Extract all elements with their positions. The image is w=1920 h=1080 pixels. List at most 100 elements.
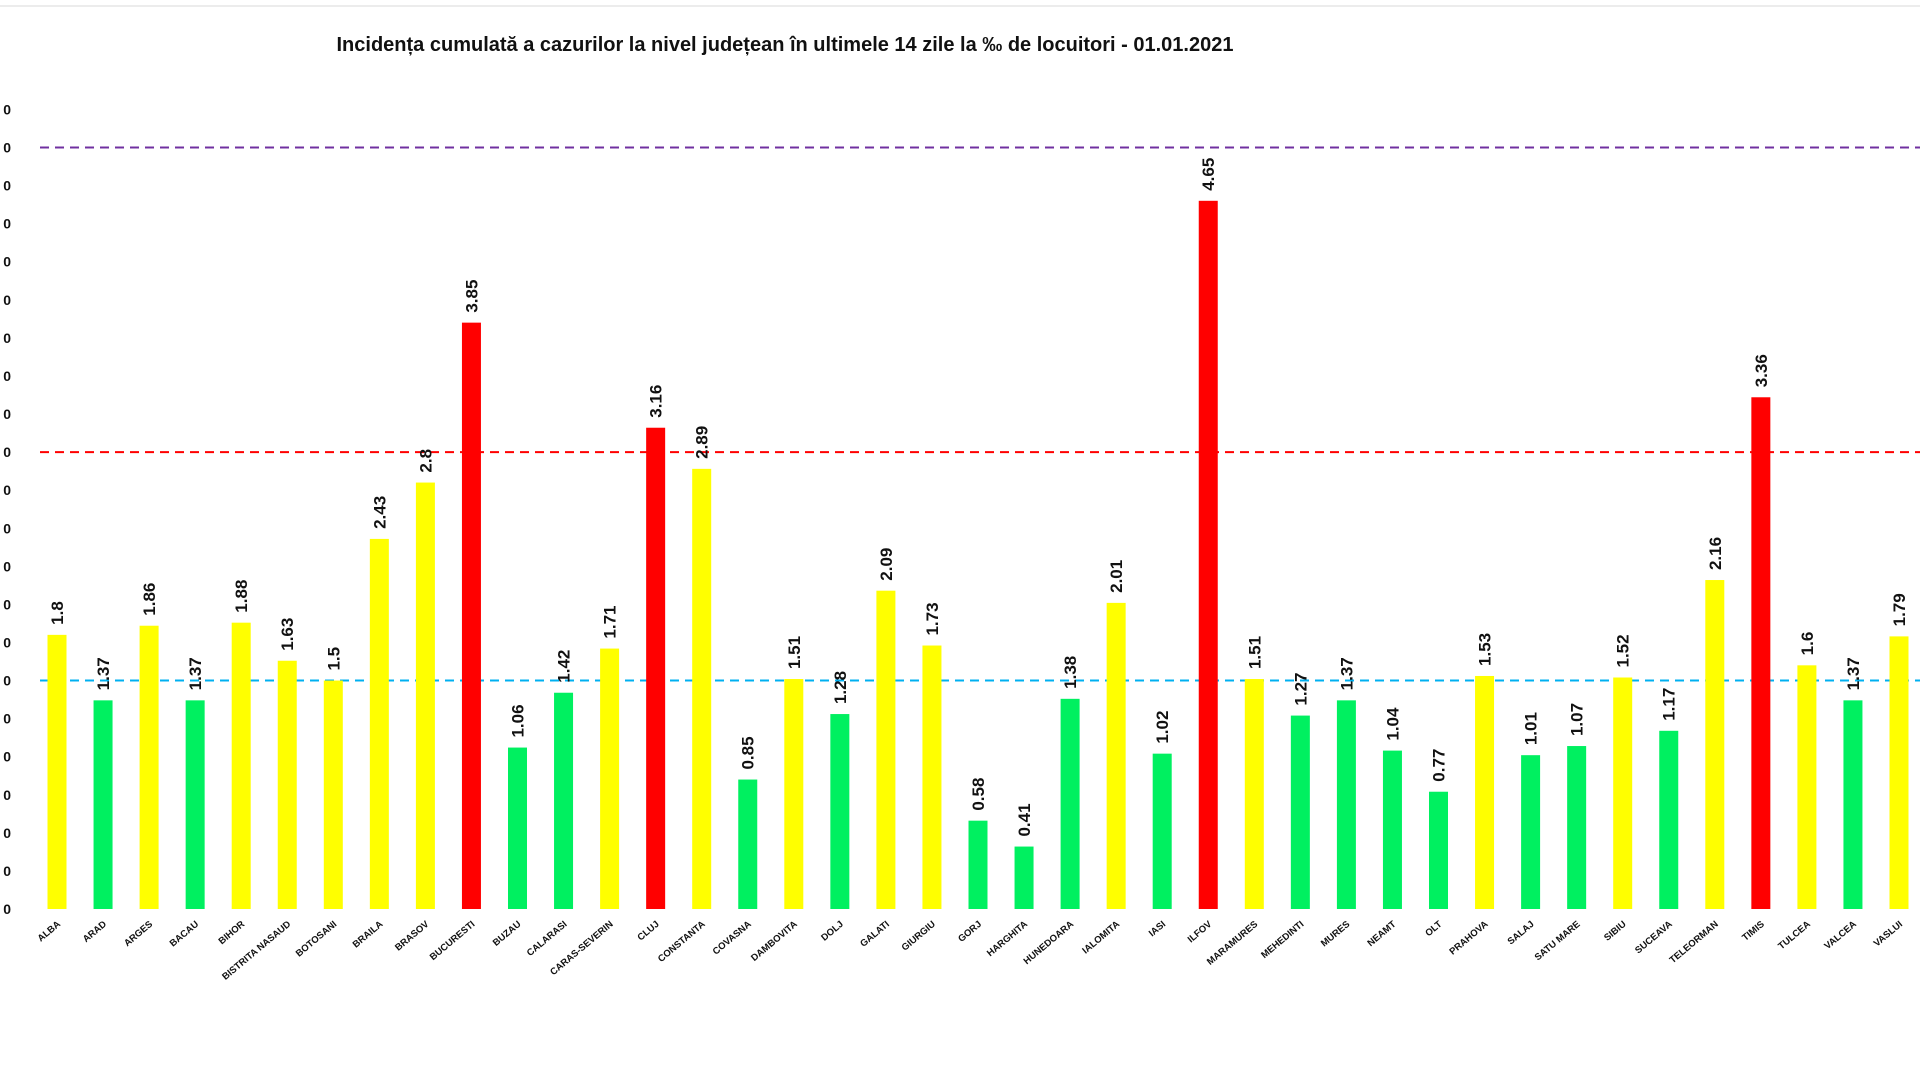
bar-value-label: 1.02 <box>1153 711 1172 744</box>
bar-value-label: 1.88 <box>232 580 251 613</box>
bar-value-label: 1.37 <box>1337 657 1356 690</box>
bar-covasna <box>738 779 758 909</box>
y-tick-label: 0 <box>3 711 11 727</box>
bar-value-label: 1.51 <box>785 636 804 669</box>
category-label: MURES <box>1319 919 1352 949</box>
bar-mehedinti <box>1290 715 1310 909</box>
bar-gorj <box>968 820 988 909</box>
value-labels: 1.8 1.37 1.86 1.37 1.88 1.63 1.5 2.43 2.8 3.85 1.0… <box>48 158 1909 837</box>
category-label: GORJ <box>956 919 984 945</box>
bar-bucuresti <box>461 322 481 909</box>
bar-teleorman <box>1705 580 1725 909</box>
category-label: BUCURESTI <box>428 919 478 963</box>
bars <box>47 200 1909 909</box>
y-tick-label: 0 <box>3 330 11 346</box>
bar-harghita <box>1014 846 1034 909</box>
bar-bihor <box>231 622 251 909</box>
bar-value-label: 0.85 <box>739 736 758 769</box>
category-label: GIURGIU <box>900 919 938 954</box>
bar-arad <box>93 700 113 909</box>
bar-value-label: 1.28 <box>831 671 850 704</box>
bar-value-label: 1.8 <box>48 601 67 625</box>
chart-title: Incidența cumulată a cazurilor la nivel … <box>336 34 1234 56</box>
category-label: ARGES <box>122 919 155 949</box>
category-label: IASI <box>1147 919 1168 939</box>
bar-value-label: 2.01 <box>1107 560 1126 593</box>
bar-alba <box>47 634 67 909</box>
bar-value-label: 1.17 <box>1660 688 1679 721</box>
bar-value-label: 1.06 <box>509 704 528 737</box>
bar-timis <box>1751 397 1771 909</box>
category-label: CLUJ <box>636 919 662 943</box>
bar-buzau <box>508 747 527 909</box>
bar-value-label: 1.5 <box>324 647 343 671</box>
bar-cluj <box>646 427 666 909</box>
bar-value-label: 1.37 <box>186 657 205 690</box>
bar-bistrita-nasaud <box>277 660 297 909</box>
category-label: SIBIU <box>1602 919 1629 944</box>
y-tick-label: 0 <box>3 292 11 308</box>
category-label: HARGHITA <box>985 919 1030 959</box>
bar-suceava <box>1659 730 1679 909</box>
bar-olt <box>1429 791 1448 909</box>
bar-value-label: 1.27 <box>1291 672 1310 705</box>
bar-salaj <box>1521 755 1541 909</box>
y-tick-label: 0 <box>3 216 11 232</box>
bar-value-label: 1.37 <box>1844 657 1863 690</box>
y-tick-label: 0 <box>3 444 11 460</box>
bar-sibiu <box>1613 677 1633 909</box>
bar-value-label: 1.73 <box>923 602 942 635</box>
bar-value-label: 1.01 <box>1522 712 1541 745</box>
bar-constanta <box>692 468 712 909</box>
y-tick-label: 0 <box>3 901 11 917</box>
bar-value-label: 3.16 <box>647 385 666 418</box>
bar-value-label: 1.42 <box>555 650 574 683</box>
bar-value-label: 2.89 <box>693 426 712 459</box>
bar-value-label: 1.51 <box>1245 636 1264 669</box>
bar-value-label: 1.38 <box>1061 656 1080 689</box>
category-label: NEAMT <box>1365 919 1398 949</box>
bar-value-label: 0.41 <box>1015 803 1034 836</box>
category-label: PRAHOVA <box>1448 919 1491 958</box>
bar-value-label: 3.85 <box>462 280 481 313</box>
reference-lines <box>40 146 1920 682</box>
y-tick-label: 0 <box>3 863 11 879</box>
bar-value-label: 1.07 <box>1568 703 1587 736</box>
bar-value-label: 1.37 <box>94 657 113 690</box>
category-label: BUZAU <box>491 919 524 949</box>
bar-value-label: 1.63 <box>278 618 297 651</box>
y-tick-label: 0 <box>3 825 11 841</box>
bar-botosani <box>323 680 343 909</box>
y-tick-label: 0 <box>3 482 11 498</box>
bar-brasov <box>415 482 435 909</box>
bar-ialomita <box>1106 602 1126 909</box>
category-label: TULCEA <box>1776 919 1813 952</box>
y-tick-label: 0 <box>3 140 11 156</box>
bar-caras-severin <box>600 648 620 909</box>
bar-value-label: 0.77 <box>1430 749 1449 782</box>
category-label: OLT <box>1423 919 1444 939</box>
category-label: CONSTANTA <box>656 919 708 965</box>
bar-maramures <box>1244 679 1264 909</box>
category-label: HUNEDOARA <box>1022 919 1076 967</box>
bar-value-label: 1.86 <box>140 583 159 616</box>
y-tick-label: 0 <box>3 520 11 536</box>
bar-value-label: 1.04 <box>1383 707 1402 741</box>
y-tick-label: 0 <box>3 178 11 194</box>
category-label: MEHEDINTI <box>1259 919 1306 961</box>
category-label: TELEORMAN <box>1668 919 1721 966</box>
bar-value-label: 1.53 <box>1476 633 1495 666</box>
y-tick-label: 0 <box>3 673 11 689</box>
category-label: SATU MARE <box>1533 919 1583 963</box>
category-label: VASLUI <box>1872 919 1905 949</box>
category-label: IALOMITA <box>1080 919 1122 957</box>
category-label: ILFOV <box>1186 918 1215 945</box>
category-label: BIHOR <box>217 919 248 947</box>
category-label: COVASNA <box>711 919 754 958</box>
category-label: CALARASI <box>525 919 570 959</box>
category-label: TIMIS <box>1740 919 1766 944</box>
bar-prahova <box>1475 675 1495 909</box>
y-tick-label: 0 <box>3 787 11 803</box>
bar-hunedoara <box>1060 698 1080 909</box>
